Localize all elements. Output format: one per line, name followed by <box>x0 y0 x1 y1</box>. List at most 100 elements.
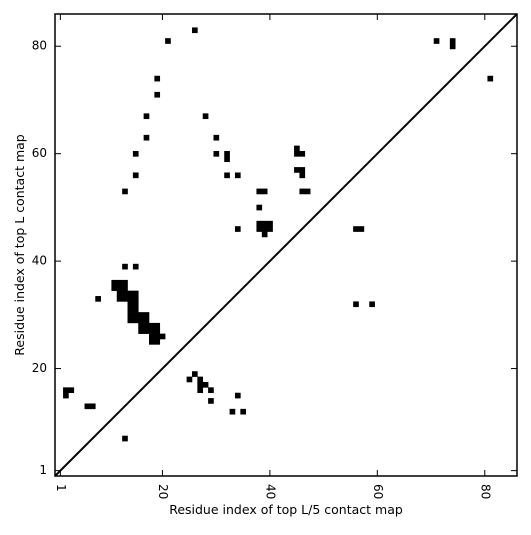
contact-point <box>186 376 193 383</box>
contact-point <box>116 296 123 302</box>
contact-point <box>154 75 161 82</box>
contact-point <box>224 150 230 157</box>
axis-ticks: 1 20 40 60 80 1 20 40 60 80 <box>32 14 517 499</box>
contact-point <box>267 220 273 227</box>
x-tick-label: 1 <box>54 484 68 492</box>
contact-point <box>122 435 128 442</box>
contact-point <box>127 306 134 313</box>
contact-point <box>304 188 311 195</box>
contact-point <box>449 38 456 44</box>
contact-point <box>256 204 263 211</box>
contact-point <box>111 285 118 291</box>
contact-point <box>122 188 128 195</box>
diagonal-line <box>54 13 518 477</box>
contact-point <box>138 312 144 318</box>
contact-point <box>149 339 155 345</box>
contact-point <box>127 301 134 308</box>
x-tick-label: 20 <box>156 484 170 499</box>
contact-point <box>256 188 263 195</box>
x-axis-label: Residue index of top L/5 contact map <box>169 502 403 517</box>
contact-point <box>224 156 230 163</box>
contact-point <box>138 328 144 334</box>
contact-point <box>240 408 247 415</box>
contact-point <box>224 172 230 179</box>
contact-point <box>261 231 268 238</box>
contact-point <box>229 408 236 415</box>
contact-point <box>132 290 139 297</box>
contact-point <box>122 263 128 270</box>
contact-point <box>353 301 359 308</box>
contact-point <box>299 172 306 179</box>
contact-point <box>143 312 150 318</box>
contact-point <box>197 387 204 394</box>
contact-point <box>294 150 300 157</box>
contact-point <box>261 220 268 227</box>
contact-point <box>122 279 128 286</box>
contact-point <box>358 226 365 232</box>
contact-point <box>132 317 139 324</box>
contact-point <box>132 312 139 318</box>
contact-point <box>127 317 134 324</box>
contact-point <box>213 150 220 157</box>
y-tick-label: 40 <box>32 254 47 268</box>
contact-point <box>202 381 209 388</box>
contact-point <box>299 150 306 157</box>
contact-point <box>159 333 166 340</box>
contact-point <box>89 403 96 410</box>
contact-point <box>127 312 134 318</box>
contact-point <box>132 263 139 270</box>
contact-point <box>154 322 161 329</box>
contact-point <box>132 306 139 313</box>
contact-point <box>63 387 69 394</box>
contact-point <box>234 226 241 232</box>
contact-point <box>95 296 101 302</box>
y-axis-label: Residue index of top L contact map <box>12 134 27 355</box>
contact-point <box>197 381 204 388</box>
contact-point <box>353 226 359 232</box>
x-tick-label: 60 <box>371 484 385 499</box>
contact-point <box>143 317 150 324</box>
contact-point <box>261 226 268 232</box>
y-tick-label: 80 <box>32 39 47 53</box>
contact-point <box>208 398 214 404</box>
contact-point <box>267 226 273 232</box>
y-tick-label: 1 <box>39 463 47 477</box>
contact-point <box>154 328 161 334</box>
contact-point <box>191 371 198 377</box>
x-tick-label: 80 <box>478 484 492 499</box>
contact-point <box>149 333 155 340</box>
contact-point <box>191 27 198 34</box>
contact-point <box>294 145 300 152</box>
y-tick-label: 60 <box>32 146 47 160</box>
contact-point <box>433 38 440 44</box>
contact-point <box>149 322 155 329</box>
contact-point <box>294 167 300 173</box>
contact-point <box>261 188 268 195</box>
contact-point <box>165 38 171 44</box>
contact-point <box>154 91 161 98</box>
contact-point <box>132 150 139 157</box>
contact-points <box>63 27 494 442</box>
y-tick-label: 20 <box>32 361 47 375</box>
contact-point <box>256 220 263 227</box>
contact-point <box>299 167 306 173</box>
contact-point <box>116 279 123 286</box>
contact-point <box>127 296 134 302</box>
contact-point <box>143 322 150 329</box>
contact-point <box>116 285 123 291</box>
contact-point <box>449 43 456 50</box>
contact-point <box>122 296 128 302</box>
contact-point <box>68 387 75 394</box>
contact-point <box>143 328 150 334</box>
contact-point <box>138 317 144 324</box>
contact-point <box>138 322 144 329</box>
contact-point <box>132 301 139 308</box>
contact-point <box>116 290 123 297</box>
contact-point <box>149 328 155 334</box>
contact-point <box>208 387 214 394</box>
contact-point <box>111 279 118 286</box>
contact-point <box>154 333 161 340</box>
contact-point <box>369 301 375 308</box>
